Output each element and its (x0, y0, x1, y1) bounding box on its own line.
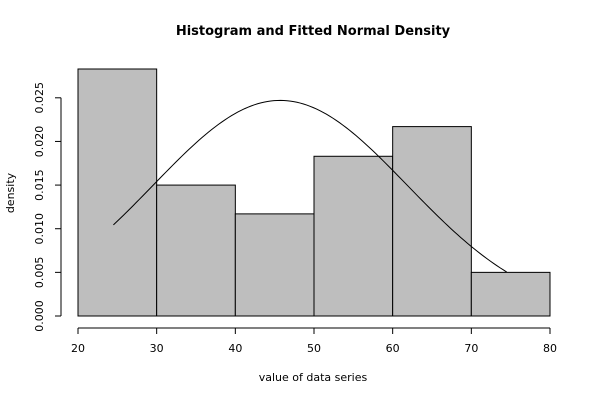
histogram-bar-5 (392, 126, 472, 317)
x-tick-label: 40 (228, 342, 242, 355)
x-tick-label: 80 (543, 342, 557, 355)
x-tick-label: 30 (150, 342, 164, 355)
x-tick-label: 20 (71, 342, 85, 355)
x-tick-label: 70 (464, 342, 478, 355)
y-tick-label: 0.015 (33, 169, 46, 201)
x-tick-label: 50 (307, 342, 321, 355)
x-axis-label: value of data series (259, 371, 368, 384)
y-tick-label: 0.000 (33, 300, 46, 332)
histogram-bar-2 (156, 184, 236, 317)
y-tick-label: 0.005 (33, 257, 46, 289)
y-axis-label: density (4, 172, 17, 213)
x-tick-label: 60 (386, 342, 400, 355)
bars-group (77, 68, 551, 317)
histogram-bar-6 (470, 271, 551, 317)
x-axis: 20 30 40 50 60 70 80 (71, 327, 557, 355)
y-tick-label: 0.020 (33, 126, 46, 158)
histogram-bar-1 (77, 68, 158, 317)
histogram-bar-4 (313, 155, 394, 317)
chart-title: Histogram and Fitted Normal Density (176, 24, 451, 39)
y-tick-label: 0.010 (33, 213, 46, 245)
y-tick-label: 0.025 (33, 82, 46, 114)
fitted-normal-curve (113, 99, 507, 273)
y-axis: 0.000 0.005 0.010 0.015 0.020 0.025 (33, 82, 62, 332)
histogram-bar-3 (234, 213, 315, 317)
